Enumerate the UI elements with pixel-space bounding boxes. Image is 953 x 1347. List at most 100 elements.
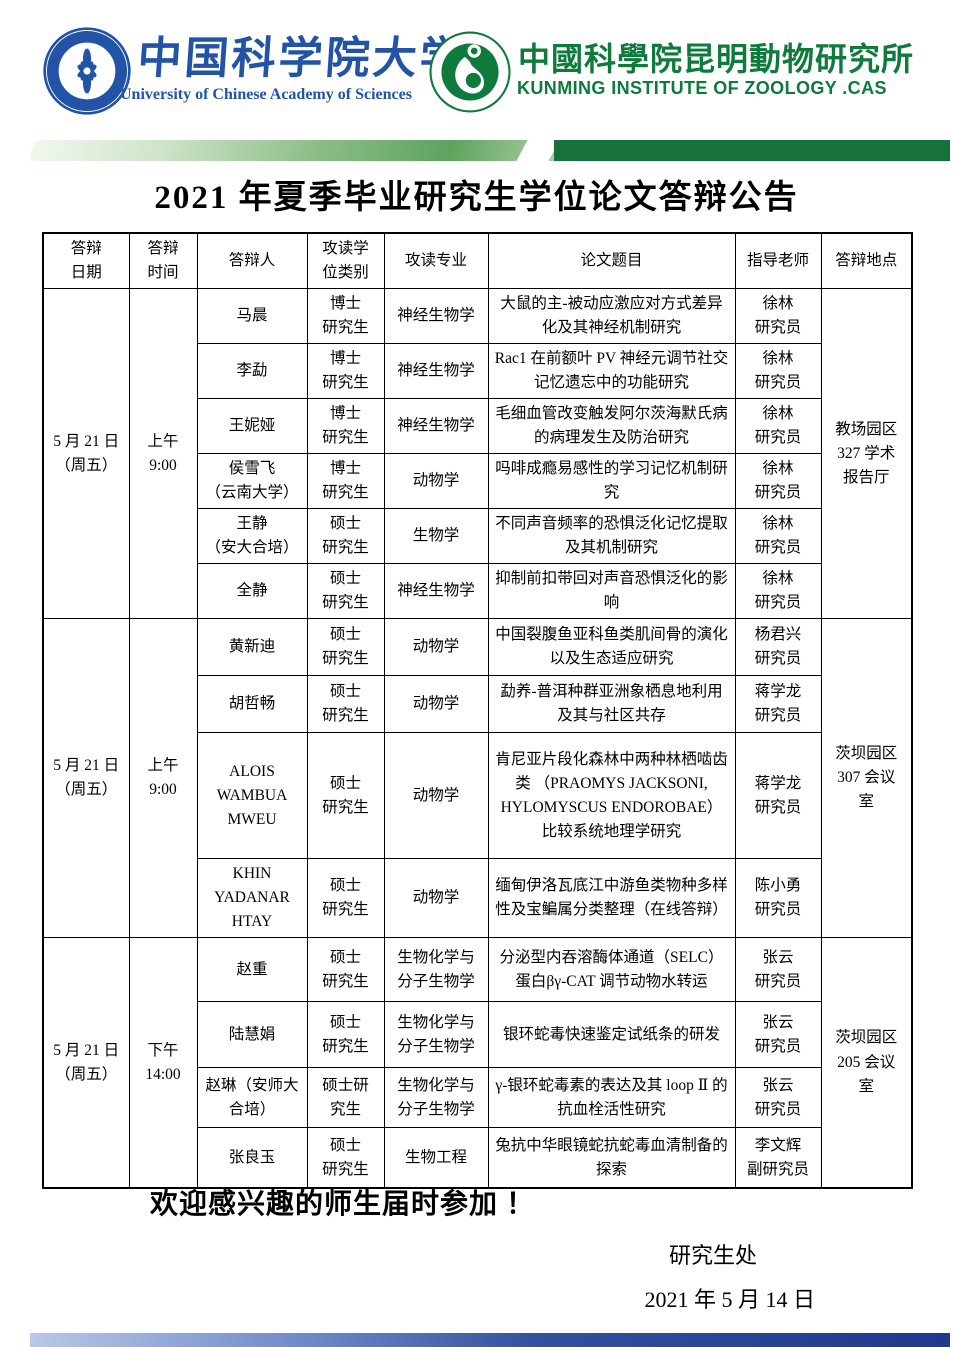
advisor-cell: 徐林 研究员 xyxy=(734,288,822,345)
defender-name-cell: 胡哲畅 xyxy=(196,675,308,734)
header-location: 答辩地点 xyxy=(820,232,913,290)
advisor-cell: 张云 研究员 xyxy=(734,1001,822,1069)
defender-name-cell: 李勐 xyxy=(196,343,308,400)
major-cell: 动物学 xyxy=(383,453,489,510)
degree-cell: 硕士 研究生 xyxy=(306,1001,385,1069)
major-cell: 动物学 xyxy=(383,675,489,734)
advisor-cell: 陈小勇 研究员 xyxy=(734,858,822,939)
table-row: 王妮娅 博士 研究生 神经生物学 毛细血管改变触发阿尔茨海默氏病的病理发生及防治… xyxy=(43,398,912,455)
thesis-title-cell: 大鼠的主-被动应激应对方式差异化及其神经机制研究 xyxy=(487,288,736,345)
major-cell: 生物化学与 分子生物学 xyxy=(383,1067,489,1129)
advisor-cell: 徐林 研究员 xyxy=(734,508,822,565)
signature-date: 2021 年 5 月 14 日 xyxy=(644,1287,815,1312)
thesis-title-cell: 银环蛇毒快速鉴定试纸条的研发 xyxy=(487,1001,736,1069)
table-header-row: 答辩 日期 答辩 时间 答辩人 攻读学 位类别 攻读专业 论文题目 指导老师 答… xyxy=(42,232,913,290)
ucas-name-english: University of Chinese Academy of Science… xyxy=(120,86,412,103)
thesis-title-cell: 不同声音频率的恐惧泛化记忆提取及其机制研究 xyxy=(487,508,736,565)
defense-location-cell: 茨坝园区 307 会议 室 xyxy=(820,618,913,939)
table-row: ALOIS WAMBUA MWEU 硕士 研究生 动物学 肯尼亚片段化森林中两种… xyxy=(43,732,912,860)
advisor-cell: 蒋学龙 研究员 xyxy=(734,675,822,734)
degree-cell: 硕士研 究生 xyxy=(306,1067,385,1129)
session-group-morning-327: 5 月 21 日 （周五） 上午 9:00 马晨 博士 研究生 神经生物学 大鼠… xyxy=(42,288,913,620)
defense-date-cell: 5 月 21 日 （周五） xyxy=(42,288,130,620)
kiz-name-english: KUNMING INSTITUTE OF ZOOLOGY .CAS xyxy=(517,78,887,98)
degree-cell: 硕士 研究生 xyxy=(306,563,385,620)
thesis-title-cell: 肯尼亚片段化森林中两种林栖啮齿类 （PRAOMYS JACKSONI, HYLO… xyxy=(487,732,736,860)
advisor-cell: 蒋学龙 研究员 xyxy=(734,732,822,860)
advisor-cell: 徐林 研究员 xyxy=(734,398,822,455)
session-group-afternoon-205: 5 月 21 日 （周五） 下午 14:00 赵重 硕士 研究生 生物化学与 分… xyxy=(42,937,913,1189)
defender-name-cell: KHIN YADANAR HTAY xyxy=(196,858,308,939)
header-defense-date: 答辩 日期 xyxy=(42,232,130,290)
major-cell: 生物学 xyxy=(383,508,489,565)
advisor-cell: 徐林 研究员 xyxy=(734,453,822,510)
defender-name-cell: 全静 xyxy=(196,563,308,620)
defense-location-cell: 教场园区 327 学术 报告厅 xyxy=(820,288,913,620)
defense-time-cell: 下午 14:00 xyxy=(128,937,198,1189)
table-row: 5 月 21 日 （周五） 上午 9:00 马晨 博士 研究生 神经生物学 大鼠… xyxy=(42,288,913,620)
document-header: 中国科学院大学 University of Chinese Academy of… xyxy=(0,0,953,135)
thesis-title-cell: 勐养-普洱种群亚洲象栖息地利用及其与社区共存 xyxy=(487,675,736,734)
major-cell: 神经生物学 xyxy=(383,288,489,345)
thesis-title-cell: 抑制前扣带回对声音恐惧泛化的影响 xyxy=(487,563,736,620)
thesis-title-cell: γ-银环蛇毒素的表达及其 loop Ⅱ 的抗血栓活性研究 xyxy=(487,1067,736,1129)
thesis-title-cell: 分泌型内吞溶酶体通道（SELC）蛋白βγ-CAT 调节动物水转运 xyxy=(487,937,736,1003)
table-row: 张良玉 硕士 研究生 生物工程 兔抗中华眼镜蛇抗蛇毒血清制备的探索 李文辉 副研… xyxy=(43,1127,912,1189)
defender-name-cell: 张良玉 xyxy=(196,1127,308,1189)
ucas-seal-icon xyxy=(43,27,131,115)
degree-cell: 硕士 研究生 xyxy=(306,732,385,860)
degree-cell: 硕士 研究生 xyxy=(306,618,385,677)
header-defense-time: 答辩 时间 xyxy=(128,232,198,290)
degree-cell: 硕士 研究生 xyxy=(306,937,385,1003)
advisor-cell: 杨君兴 研究员 xyxy=(734,618,822,677)
defense-time-cell: 上午 9:00 xyxy=(128,288,198,620)
degree-cell: 博士 研究生 xyxy=(306,453,385,510)
defense-schedule-table: 答辩 日期 答辩 时间 答辩人 攻读学 位类别 攻读专业 论文题目 指导老师 答… xyxy=(42,232,913,1189)
green-bar-gradient xyxy=(30,140,555,161)
table-row: 全静 硕士 研究生 神经生物学 抑制前扣带回对声音恐惧泛化的影响 徐林 研究员 xyxy=(43,563,912,620)
defender-name-cell: 陆慧娟 xyxy=(196,1001,308,1069)
bottom-blue-divider-bar xyxy=(30,1333,950,1347)
defense-date-cell: 5 月 21 日 （周五） xyxy=(42,618,130,939)
degree-cell: 博士 研究生 xyxy=(306,343,385,400)
defender-name-cell: 王妮娅 xyxy=(196,398,308,455)
defender-name-cell: ALOIS WAMBUA MWEU xyxy=(196,732,308,860)
header-thesis-title: 论文题目 xyxy=(487,232,736,290)
defense-location-cell: 茨坝园区 205 会议 室 xyxy=(820,937,913,1189)
ucas-name-chinese: 中国科学院大学 xyxy=(135,34,469,83)
thesis-title-cell: 毛细血管改变触发阿尔茨海默氏病的病理发生及防治研究 xyxy=(487,398,736,455)
defender-name-cell: 马晨 xyxy=(196,288,308,345)
table-row: 5 月 21 日 （周五） 下午 14:00 赵重 硕士 研究生 生物化学与 分… xyxy=(42,937,913,1189)
defender-name-cell: 王静 （安大合培） xyxy=(196,508,308,565)
kiz-name-chinese: 中國科學院昆明動物研究所 xyxy=(518,41,915,77)
top-green-divider-bar xyxy=(30,140,950,161)
degree-cell: 博士 研究生 xyxy=(306,398,385,455)
session-group-morning-307: 5 月 21 日 （周五） 上午 9:00 黄新迪 硕士 研究生 动物学 中国裂… xyxy=(42,618,913,939)
major-cell: 生物化学与 分子生物学 xyxy=(383,1001,489,1069)
defender-name-cell: 赵琳（安师大 合培） xyxy=(196,1067,308,1129)
defender-name-cell: 黄新迪 xyxy=(196,618,308,677)
advisor-cell: 徐林 研究员 xyxy=(734,563,822,620)
major-cell: 神经生物学 xyxy=(383,398,489,455)
table-row: 李勐 博士 研究生 神经生物学 Rac1 在前额叶 PV 神经元调节社交记忆遗忘… xyxy=(43,343,912,400)
advisor-cell: 张云 研究员 xyxy=(734,937,822,1003)
major-cell: 神经生物学 xyxy=(383,343,489,400)
thesis-title-cell: 中国裂腹鱼亚科鱼类肌间骨的演化以及生态适应研究 xyxy=(487,618,736,677)
header-advisor: 指导老师 xyxy=(734,232,822,290)
major-cell: 生物工程 xyxy=(383,1127,489,1189)
table-row: 胡哲畅 硕士 研究生 动物学 勐养-普洱种群亚洲象栖息地利用及其与社区共存 蒋学… xyxy=(43,675,912,734)
degree-cell: 硕士 研究生 xyxy=(306,858,385,939)
major-cell: 神经生物学 xyxy=(383,563,489,620)
thesis-title-cell: 吗啡成瘾易感性的学习记忆机制研究 xyxy=(487,453,736,510)
header-degree-type: 攻读学 位类别 xyxy=(306,232,385,290)
green-bar-solid-segment xyxy=(554,140,950,161)
header-major: 攻读专业 xyxy=(383,232,489,290)
defense-time-cell: 上午 9:00 xyxy=(128,618,198,939)
major-cell: 动物学 xyxy=(383,858,489,939)
page-title: 2021 年夏季毕业研究生学位论文答辩公告 xyxy=(154,180,799,216)
degree-cell: 硕士 研究生 xyxy=(306,675,385,734)
thesis-title-cell: Rac1 在前额叶 PV 神经元调节社交记忆遗忘中的功能研究 xyxy=(487,343,736,400)
welcome-line: 欢迎感兴趣的师生届时参加 ！ xyxy=(150,1189,536,1220)
signature-office: 研究生处 xyxy=(668,1243,757,1268)
degree-cell: 硕士 研究生 xyxy=(306,508,385,565)
